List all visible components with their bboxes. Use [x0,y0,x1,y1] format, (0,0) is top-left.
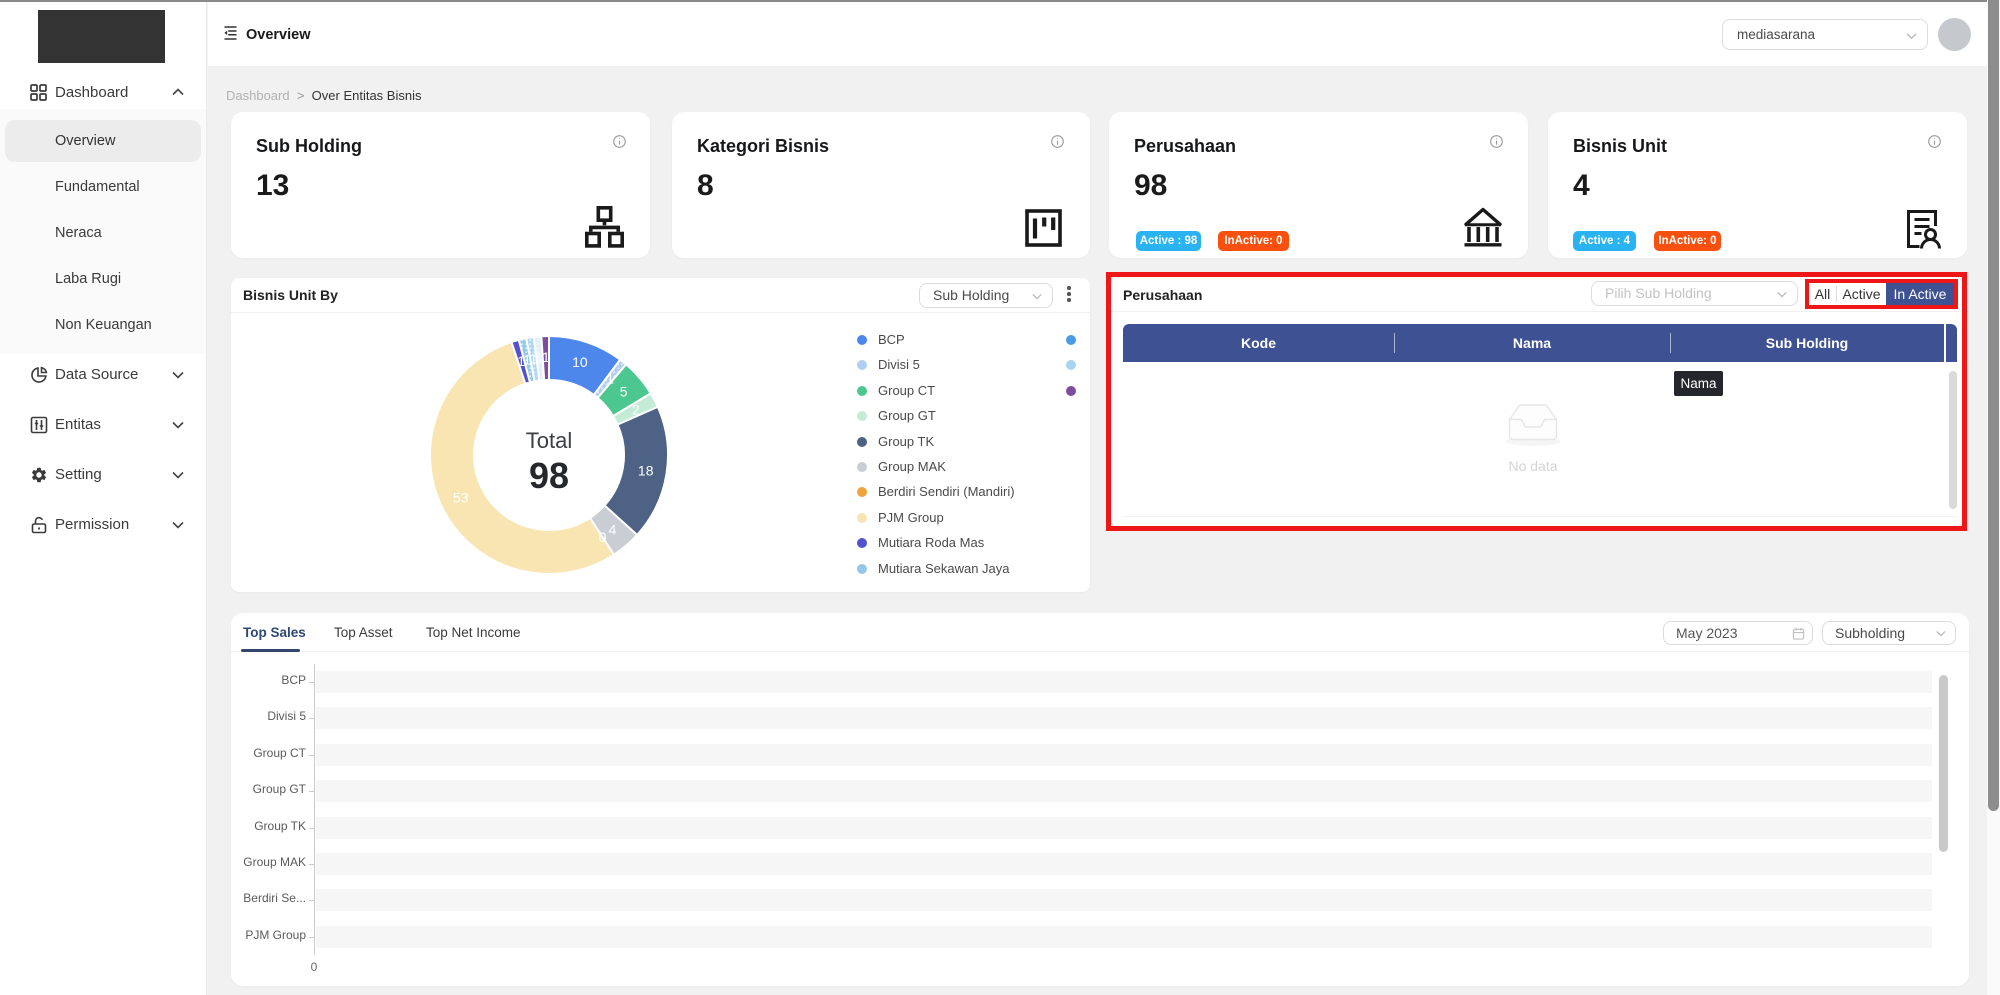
svg-text:1: 1 [530,350,538,366]
svg-text:5: 5 [620,384,628,400]
svg-text:2: 2 [632,402,640,418]
svg-text:0: 0 [599,529,607,545]
svg-text:18: 18 [638,463,654,479]
svg-text:1: 1 [542,349,550,365]
svg-text:4: 4 [609,522,617,538]
svg-text:53: 53 [453,490,469,506]
svg-text:10: 10 [572,354,588,370]
svg-text:1: 1 [536,350,544,366]
svg-text:1: 1 [606,370,614,386]
svg-text:1: 1 [517,353,525,369]
svg-text:1: 1 [523,352,531,368]
